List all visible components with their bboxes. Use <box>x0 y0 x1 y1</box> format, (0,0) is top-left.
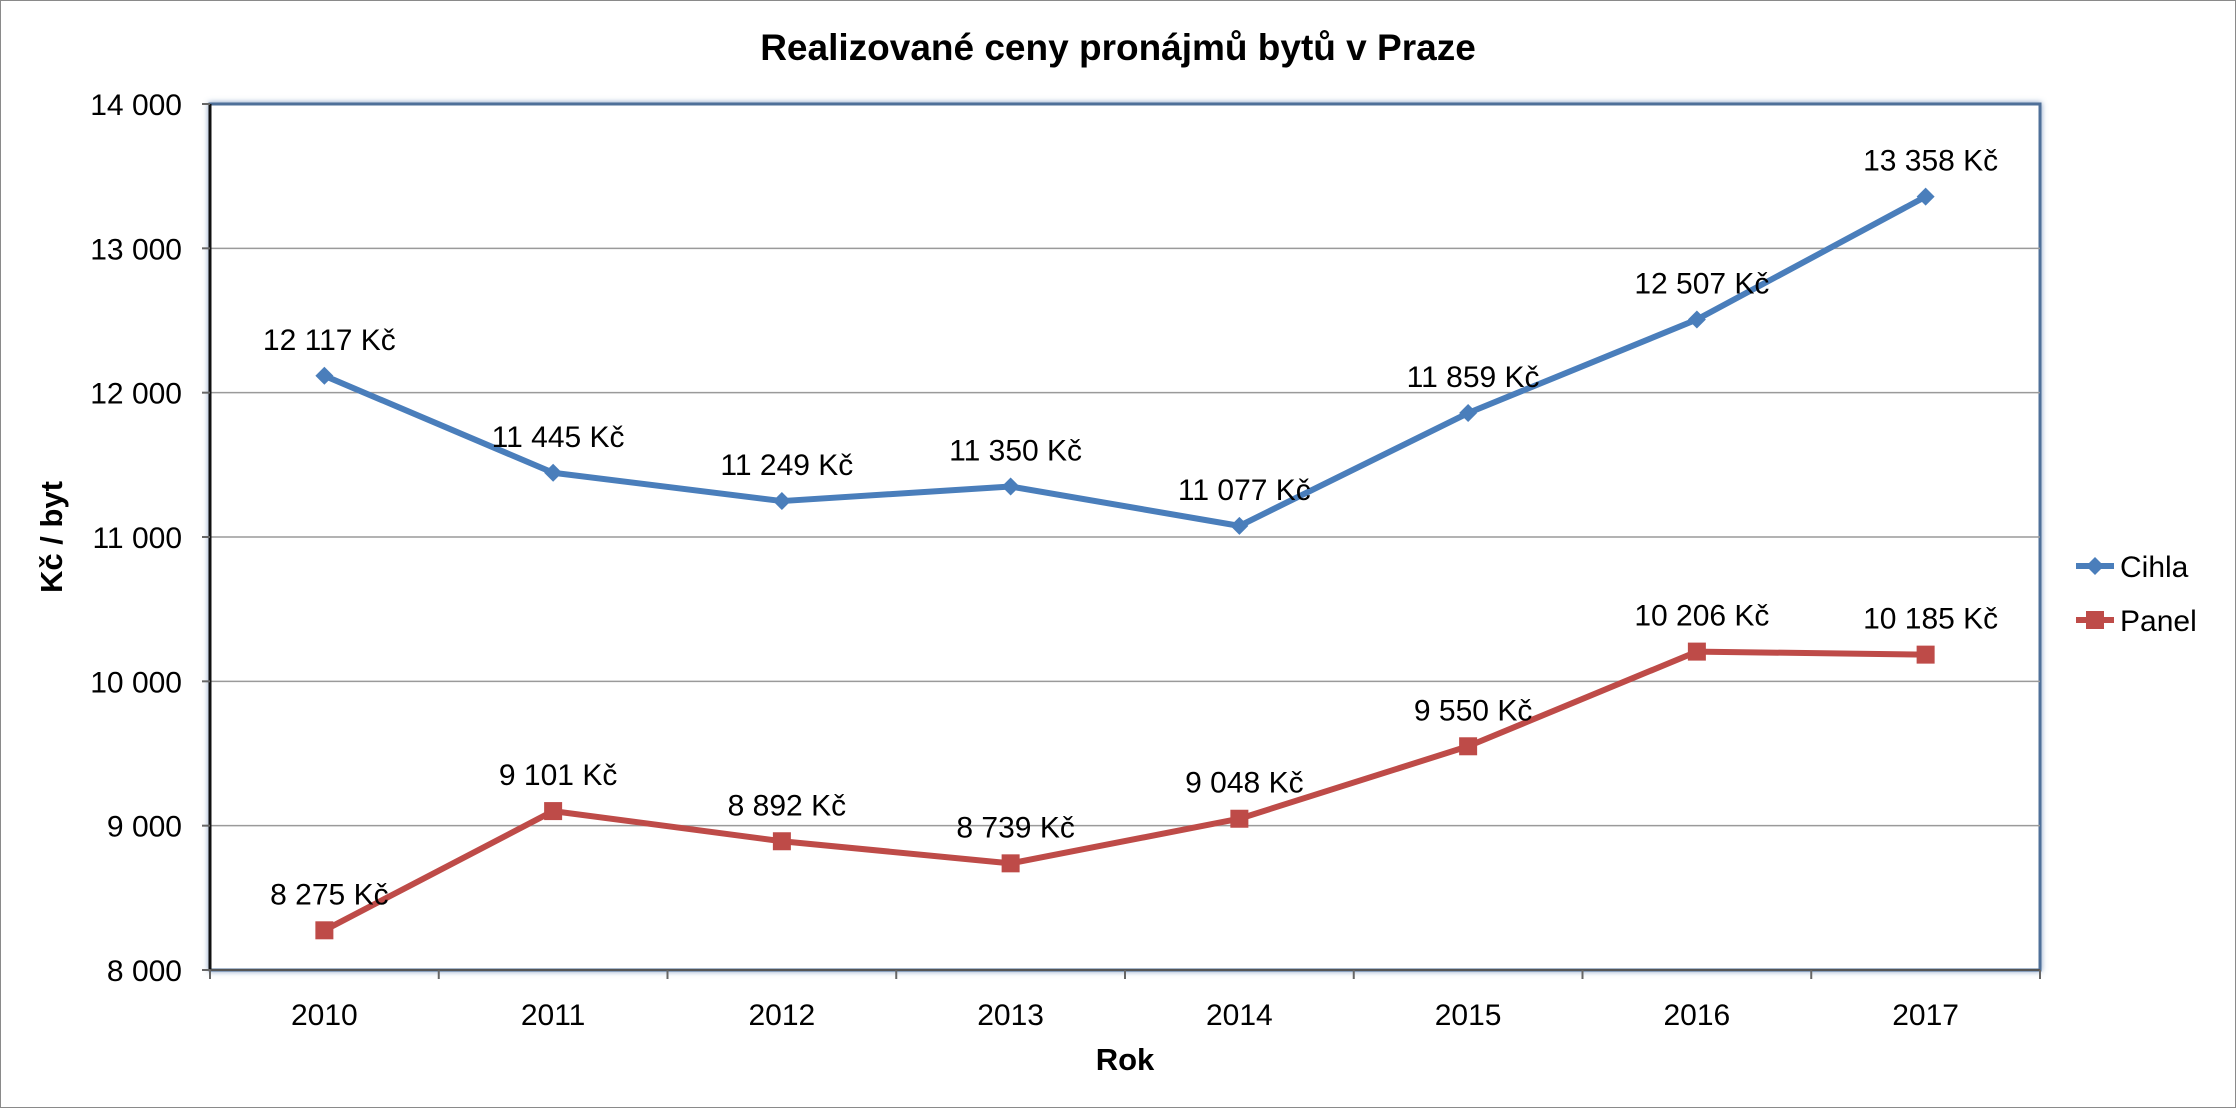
data-label: 13 358 Kč <box>1863 145 1998 178</box>
data-point <box>772 492 791 511</box>
x-tick-label: 2012 <box>749 999 816 1032</box>
y-tick-label: 14 000 <box>90 89 182 122</box>
y-tick-label: 9 000 <box>107 811 182 844</box>
data-label: 10 185 Kč <box>1863 603 1998 636</box>
x-tick-label: 2016 <box>1664 999 1731 1032</box>
data-labels: 12 117 Kč 11 445 Kč 11 249 Kč 11 350 Kč 11 0… <box>263 145 1998 912</box>
legend-item-cihla: Cihla <box>2076 551 2189 584</box>
data-point <box>1687 310 1706 329</box>
series-line <box>322 648 1926 933</box>
data-label: 9 550 Kč <box>1414 694 1532 727</box>
y-tick-label: 13 000 <box>90 233 182 266</box>
data-label: 11 077 Kč <box>1178 474 1311 507</box>
data-label: 11 859 Kč <box>1407 361 1540 394</box>
y-axis-title: Kč / byt <box>34 481 69 593</box>
data-point <box>772 832 791 851</box>
data-point <box>1916 645 1935 664</box>
series-line <box>323 194 1928 529</box>
data-label: 9 048 Kč <box>1185 767 1303 800</box>
legend-marker <box>2086 557 2104 575</box>
data-label: 12 507 Kč <box>1634 267 1769 300</box>
x-tick-label: 2017 <box>1892 999 1959 1032</box>
data-point <box>544 802 563 821</box>
series-layer <box>315 187 1935 940</box>
data-point <box>1001 854 1020 873</box>
data-point <box>1916 187 1935 206</box>
data-point <box>1459 404 1478 423</box>
data-point <box>315 921 334 940</box>
data-point <box>1230 516 1249 535</box>
data-label: 11 445 Kč <box>492 421 625 454</box>
legend: Cihla Panel <box>2076 551 2197 638</box>
legend-label: Cihla <box>2120 551 2189 584</box>
series-panel <box>315 642 1935 940</box>
legend-item-panel: Panel <box>2076 605 2197 638</box>
y-tick-label: 10 000 <box>90 666 182 699</box>
data-label: 11 249 Kč <box>720 449 853 482</box>
data-label: 8 892 Kč <box>728 789 846 822</box>
x-axis-ticks: 2010 2011 2012 2013 2014 2015 2016 2017 <box>209 970 2041 1032</box>
data-point <box>544 463 563 482</box>
x-tick-label: 2014 <box>1206 999 1273 1032</box>
y-tick-label: 11 000 <box>92 522 182 555</box>
data-label: 12 117 Kč <box>263 324 396 357</box>
data-point <box>315 366 334 385</box>
x-tick-label: 2013 <box>977 999 1044 1032</box>
data-point <box>1687 642 1706 661</box>
data-label: 11 350 Kč <box>949 434 1082 467</box>
x-tick-label: 2010 <box>291 999 358 1032</box>
x-axis-title: Rok <box>1096 1042 1155 1077</box>
x-tick-label: 2015 <box>1435 999 1502 1032</box>
y-tick-label: 12 000 <box>90 378 182 411</box>
data-label: 9 101 Kč <box>499 759 617 792</box>
legend-marker <box>2086 611 2104 629</box>
data-label: 8 739 Kč <box>956 811 1074 844</box>
data-label: 10 206 Kč <box>1634 600 1769 633</box>
x-tick-label: 2011 <box>521 999 586 1032</box>
data-label: 8 275 Kč <box>270 878 388 911</box>
chart-title: Realizované ceny pronájmů bytů v Praze <box>760 27 1476 68</box>
y-tick-label: 8 000 <box>107 955 182 988</box>
gridlines <box>210 247 2040 827</box>
data-point <box>1459 737 1478 756</box>
legend-label: Panel <box>2120 605 2197 638</box>
data-point <box>1001 477 1020 496</box>
data-point <box>1230 809 1249 828</box>
y-axis-ticks: 8 000 9 000 10 000 11 000 12 000 13 000 14 000 <box>90 89 210 988</box>
series-cihla <box>315 187 1935 535</box>
